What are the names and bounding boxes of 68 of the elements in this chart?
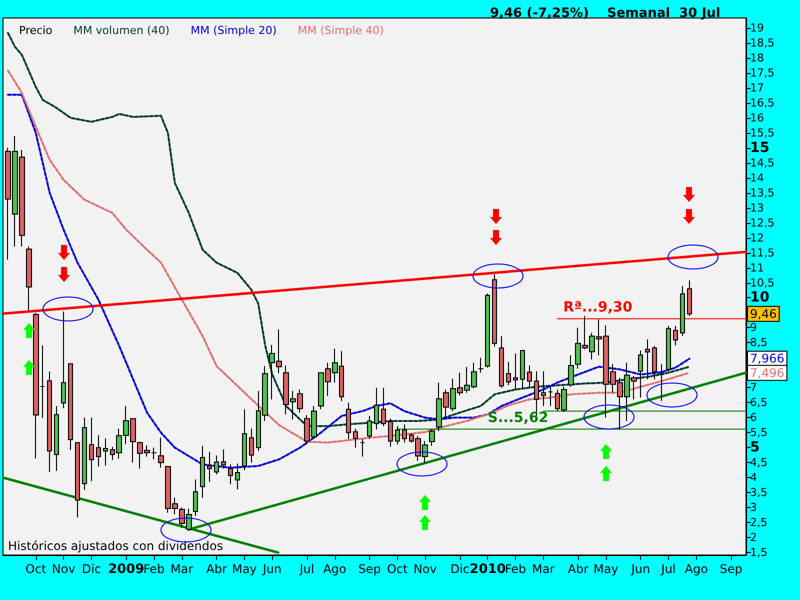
y-tick-label: 14 xyxy=(750,171,764,184)
y-tick-label: 15 xyxy=(750,140,770,156)
text: Precio xyxy=(19,24,53,37)
y-tick-label: 10 xyxy=(750,290,770,306)
x-tick-label: Abr xyxy=(206,562,228,576)
chart-title: 9,46 (-7,25%) Semanal 30 Jul xyxy=(490,6,720,21)
y-tick-label: 6 xyxy=(750,411,757,424)
y-tick-label: 4 xyxy=(750,471,757,484)
x-tick-label: Oct xyxy=(386,562,408,576)
x-tick-label: Sep xyxy=(358,562,381,576)
text: MM (Simple 40) xyxy=(298,24,384,37)
y-tick-label: 4,5 xyxy=(750,456,768,470)
y-tick-label: 11 xyxy=(750,261,764,274)
x-tick-label: Nov xyxy=(52,562,76,576)
x-tick-label: Mar xyxy=(532,562,555,576)
y-tick-label: 1,5 xyxy=(750,546,768,560)
x-tick-label: Dic xyxy=(82,562,101,576)
x-tick-label: Feb xyxy=(143,562,165,576)
y-tick-label: 16 xyxy=(750,111,764,124)
y-tick-label: 19 xyxy=(750,21,764,34)
text: MM volumen (40) xyxy=(73,24,170,37)
x-tick-label: May xyxy=(594,562,618,576)
annotation: S...5,62 xyxy=(488,410,548,426)
y-tick-label: 2 xyxy=(750,531,757,544)
x-tick-label: Jul xyxy=(298,562,314,576)
text: MM (Simple 20) xyxy=(190,24,277,37)
x-tick-label: Jun xyxy=(262,562,282,576)
x-tick-label: Oct xyxy=(25,562,46,576)
x-tick-label: Ago xyxy=(684,562,708,576)
annotation: Rª...9,30 xyxy=(563,300,633,316)
y-tick-label: 2,5 xyxy=(750,516,768,530)
y-tick-label: 18 xyxy=(750,51,764,64)
y-tick-label: 17,5 xyxy=(750,66,774,80)
y-tick-label: 17 xyxy=(750,81,764,94)
x-tick-label: Jul xyxy=(660,562,676,576)
x-tick-label: Nov xyxy=(413,562,437,576)
y-tick-label: 11,5 xyxy=(750,246,774,260)
x-tick-label: Jun xyxy=(630,562,650,576)
y-tick-label: 12 xyxy=(750,231,764,244)
annotation: 9,46 xyxy=(750,306,777,321)
y-tick-label: 15,5 xyxy=(750,126,774,140)
annotation: 7,496 xyxy=(750,366,784,380)
x-tick-label: 2009 xyxy=(108,562,144,577)
y-tick-label: 3,5 xyxy=(750,486,768,500)
y-tick-label: 13 xyxy=(750,201,764,214)
x-tick-label: Mar xyxy=(170,562,194,576)
y-tick-label: 10,5 xyxy=(750,276,774,290)
y-tick-label: 9 xyxy=(750,321,757,334)
x-tick-label: May xyxy=(232,562,257,576)
y-tick-label: 7 xyxy=(750,381,757,394)
y-tick-label: 12,5 xyxy=(750,216,774,230)
y-tick-label: 14,5 xyxy=(750,156,774,170)
y-tick-label: 5 xyxy=(750,440,760,456)
y-tick-label: 16,5 xyxy=(750,96,774,110)
x-tick-label: Feb xyxy=(504,562,526,576)
annotation: 7,966 xyxy=(750,352,784,366)
annotation: Históricos ajustados con dividendos xyxy=(8,539,224,553)
y-tick-label: 3 xyxy=(750,501,757,514)
y-tick-label: 13,5 xyxy=(750,186,774,200)
y-tick-label: 18,5 xyxy=(750,36,774,50)
x-tick-label: Abr xyxy=(568,562,589,576)
x-tick-label: 2010 xyxy=(470,562,506,577)
y-tick-label: 6,5 xyxy=(750,396,768,410)
x-tick-label: Ago xyxy=(323,562,346,576)
y-tick-label: 5,5 xyxy=(750,426,768,440)
y-tick-label: 8,5 xyxy=(750,336,768,350)
x-tick-label: Sep xyxy=(720,562,742,576)
x-tick-label: Dic xyxy=(450,562,470,576)
